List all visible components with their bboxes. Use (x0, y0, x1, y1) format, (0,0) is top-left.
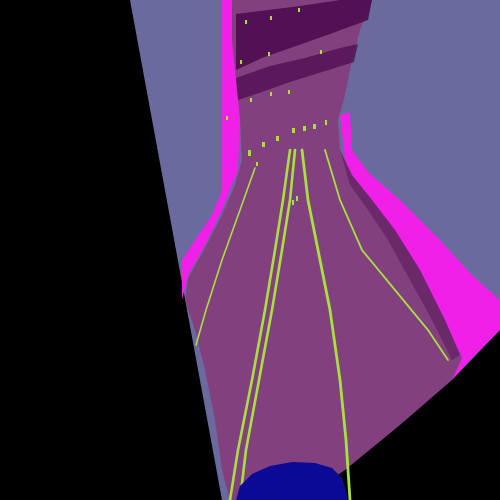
lane-line-right-outer (324, 149, 449, 361)
lane-markings (195, 148, 449, 500)
lane-line-left-outer (195, 167, 256, 346)
track-edge-right (340, 112, 500, 380)
far-track-markers (226, 8, 327, 205)
track-edge-left (182, 0, 240, 300)
player-vehicle[interactable] (236, 462, 348, 500)
lane-line-center-right (300, 148, 352, 500)
lane-line-center-left-a (228, 148, 292, 500)
lane-line-center-left-b (238, 148, 297, 500)
track-shadow (340, 150, 460, 360)
